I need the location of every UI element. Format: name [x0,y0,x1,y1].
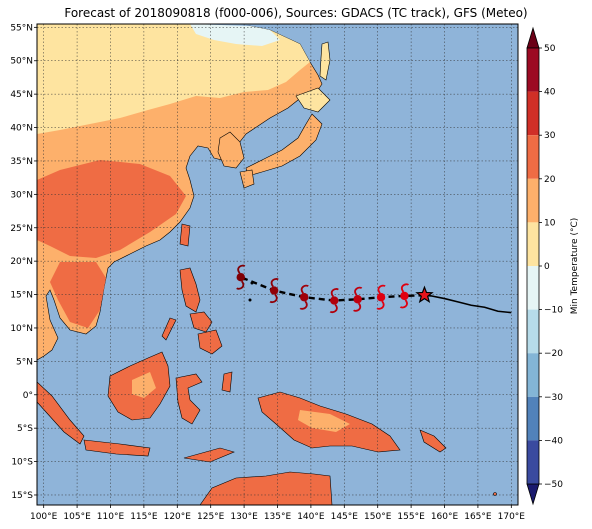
colorbar-segment [527,440,539,484]
lon-tick-label: 110°E [97,512,125,522]
colorbar-segment [527,135,539,179]
lon-tick-label: 160°E [431,512,459,522]
colorbar-tick-label: −10 [544,306,563,316]
luzon [179,267,201,313]
visayas [189,311,213,333]
lon-tick-label: 130°E [230,512,258,522]
map-area [37,24,518,505]
colorbar-segment [527,309,539,354]
colorbar-tick-label: −50 [544,480,563,490]
lat-tick-label: 0° [23,391,33,401]
map-title: Forecast of 2018090818 (f000-006), Sourc… [64,6,528,20]
lon-tick-label: 115°E [130,512,158,522]
lon-tick-label: 165°E [464,512,492,522]
palawan [161,317,177,341]
lat-tick-label: 5°N [16,357,33,367]
colorbar-tick-label: 20 [544,175,556,185]
lat-tick-label: 40°N [10,124,33,134]
colorbar: 50 40 30 20 10 0 −10 −20 −30 −40 −50 [526,26,563,506]
colorbar-segment [527,178,539,223]
land-layer [37,24,497,505]
colorbar-tick-label: 30 [544,131,556,141]
past-track-line [424,294,512,314]
colorbar-segment [527,91,539,136]
colorbar-extend-top [526,26,540,49]
sakhalin [319,41,331,81]
axis-labels: 100°E 105°E 110°E 115°E 120°E 125°E 130°E 135°E… [10,23,525,522]
lon-tick-label: 135°E [264,512,292,522]
colorbar-tick-label: 0 [544,262,550,272]
south-china-hot [37,160,186,258]
korea [217,131,245,169]
australia-north [199,471,333,505]
lon-tick-label: 150°E [364,512,392,522]
timor [183,447,235,463]
lat-tick-label: 35°N [10,157,33,167]
mindanao [197,329,223,355]
lat-tick-label: 10°N [10,324,33,334]
sumatra [37,381,85,445]
java [83,439,151,457]
colorbar-tick-label: 10 [544,218,556,228]
taiwan [179,223,191,247]
typhoon-symbol-icon [353,286,363,312]
lat-tick-label: 15°S [11,491,33,501]
colorbar-segment [527,266,539,310]
typhoon-symbol-icon [269,278,279,304]
guam [248,298,252,302]
colorbar-tick-label: −20 [544,349,563,359]
typhoon-symbol-icon [299,284,309,310]
colorbar-segment [527,48,539,92]
colorbar-segment [527,353,539,397]
lon-tick-label: 120°E [164,512,192,522]
halmahera [221,371,233,393]
lat-tick-label: 10°S [11,458,33,468]
typhoon-symbol-icon [376,284,386,310]
colorbar-tick-label: −30 [544,393,563,403]
lon-tick-label: 125°E [197,512,225,522]
typhoon-symbol-icon [329,288,339,314]
lon-tick-label: 100°E [30,512,58,522]
indochina-hot [50,262,106,328]
typhoon-symbol-icon [236,264,246,290]
lon-tick-label: 155°E [397,512,425,522]
colorbar-segment [527,396,539,441]
lat-tick-label: 15°N [10,291,33,301]
lat-tick-label: 30°N [10,190,33,200]
lat-tick-label: 55°N [10,23,33,33]
lon-tick-label: 170°E [498,512,526,522]
solomon-islands [419,429,447,453]
lat-tick-label: 25°N [10,224,33,234]
lon-tick-label: 140°E [297,512,325,522]
lon-tick-label: 145°E [331,512,359,522]
current-position-star-icon [415,285,434,304]
lon-tick-label: 105°E [63,512,91,522]
lat-tick-label: 50°N [10,57,33,67]
lat-tick-label: 45°N [10,90,33,100]
colorbar-segment [527,222,539,266]
typhoon-symbol-icon [399,283,410,309]
north-cool-band [37,24,310,134]
sulawesi [175,373,203,425]
north-cold-patch [190,24,280,46]
colorbar-tick-label: −40 [544,436,563,446]
colorbar-label: Min Temperature (°C) [570,218,580,315]
colorbar-tick-label: 40 [544,88,556,98]
typhoon-track [236,264,512,314]
colorbar-extend-bottom [526,483,540,506]
kyushu [239,169,255,189]
colorbar-tick-label: 50 [544,44,556,54]
lat-tick-label: 5°S [17,424,33,434]
lat-tick-label: 20°N [10,257,33,267]
